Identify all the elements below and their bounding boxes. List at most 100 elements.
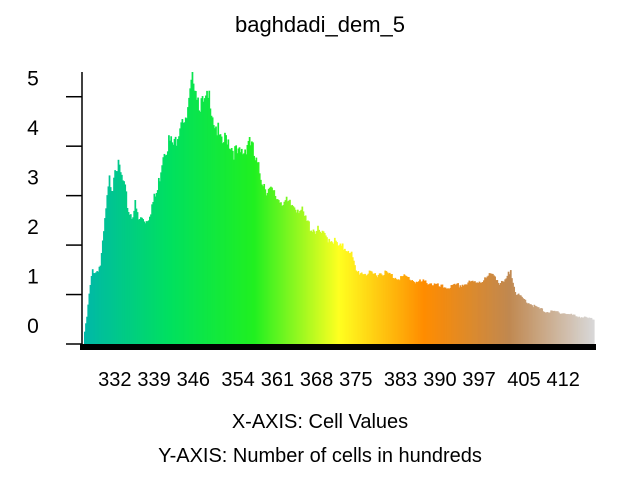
histogram-bar <box>488 273 491 344</box>
histogram-bar <box>234 146 236 344</box>
histogram-bar <box>224 132 226 344</box>
histogram-bar <box>554 311 557 344</box>
chart-title: baghdadi_dem_5 <box>235 12 405 37</box>
histogram-bar <box>335 240 337 344</box>
histogram-bar <box>354 265 356 344</box>
histogram-bar <box>116 171 119 344</box>
histogram-bar <box>301 206 304 344</box>
histogram-bar <box>557 311 559 344</box>
histogram-bar <box>310 230 313 344</box>
histogram-bar <box>404 275 407 344</box>
histogram-bar <box>95 272 97 344</box>
histogram-bar <box>251 141 253 344</box>
histogram-bar <box>226 144 229 344</box>
histogram-bar <box>205 95 207 344</box>
histogram-bar <box>203 98 206 344</box>
histogram-bar <box>376 277 379 344</box>
histogram-bar <box>217 122 220 345</box>
histogram-bar <box>186 118 188 344</box>
histogram-bar <box>218 134 221 344</box>
histogram-bar <box>286 201 289 344</box>
histogram-bar <box>207 97 210 345</box>
histogram-bar <box>99 265 102 344</box>
histogram-bar <box>526 303 529 344</box>
histogram-bar <box>539 308 541 344</box>
histogram-bar <box>548 313 550 344</box>
histogram-bar <box>271 187 273 344</box>
x-tick-label: 412 <box>547 369 580 391</box>
histogram-bar <box>483 280 485 344</box>
histogram-bar <box>159 181 161 344</box>
histogram-bar <box>535 306 538 344</box>
histogram-bar <box>481 282 484 344</box>
histogram-bar <box>188 97 190 345</box>
x-tick-label: 354 <box>221 369 254 391</box>
histogram-bar <box>219 134 222 344</box>
histogram-bar <box>133 210 136 344</box>
histogram-bar <box>351 257 354 344</box>
histogram-bar <box>155 193 158 344</box>
histogram-bar <box>105 208 108 344</box>
histogram-bar <box>466 284 468 344</box>
x-tick-label: 405 <box>507 369 540 391</box>
histogram-bar <box>432 285 435 344</box>
histogram-bar <box>413 282 416 344</box>
histogram-bar <box>492 273 494 344</box>
histogram-bar <box>136 212 139 344</box>
histogram-bar <box>274 195 277 344</box>
histogram-bar <box>153 193 156 344</box>
histogram-bar <box>208 90 211 345</box>
histogram-bar <box>328 238 331 344</box>
histogram-bar <box>238 147 241 344</box>
histogram-bar <box>405 276 408 344</box>
histogram-bar <box>285 196 288 344</box>
histogram-bar <box>458 287 461 344</box>
histogram-bar <box>582 317 585 344</box>
histogram-bar <box>265 195 268 344</box>
histogram-bar <box>592 319 595 344</box>
histogram-bar <box>576 316 578 344</box>
histogram-bar <box>236 153 239 344</box>
histogram-bar <box>108 175 111 344</box>
histogram-bar <box>486 276 489 344</box>
histogram-bar <box>320 233 323 344</box>
histogram-bar <box>585 316 587 344</box>
histogram-bar <box>348 253 351 344</box>
histogram-bar <box>384 270 387 344</box>
histogram-bar <box>103 231 105 344</box>
histogram-bar <box>202 101 205 344</box>
histogram-bar <box>572 314 575 344</box>
histogram-bar <box>456 283 458 344</box>
histogram-bar <box>434 284 437 344</box>
histogram-bar <box>259 179 262 344</box>
histogram-bar <box>401 276 403 344</box>
histogram-bar <box>106 195 109 344</box>
histogram-bar <box>143 221 146 344</box>
histogram-bar <box>168 135 170 344</box>
histogram-bar <box>171 142 174 344</box>
histogram-bar <box>443 287 446 344</box>
histogram-bar <box>190 79 193 345</box>
x-tick-label: 390 <box>423 369 456 391</box>
histogram-bar <box>480 282 483 344</box>
y-tick-label: 0 <box>27 315 39 338</box>
histogram-bar <box>239 152 242 344</box>
histogram-bar <box>333 237 336 344</box>
histogram-bar <box>521 296 523 344</box>
histogram-bar <box>496 280 499 344</box>
histogram-bar <box>565 314 568 344</box>
histogram-bar <box>360 272 363 344</box>
histogram-bar <box>157 177 160 344</box>
histogram-bar <box>200 98 203 345</box>
histogram-bar <box>392 277 394 344</box>
histogram-bar <box>261 184 263 344</box>
histogram-bar <box>98 266 101 344</box>
histogram-bar <box>407 277 410 344</box>
histogram-bar <box>386 272 389 344</box>
histogram-bar <box>450 285 453 344</box>
histogram-bar <box>145 221 148 344</box>
histogram-bar <box>448 289 451 344</box>
histogram-bar <box>266 192 269 344</box>
y-tick-label: 2 <box>27 216 39 239</box>
histogram-bar <box>476 282 479 344</box>
